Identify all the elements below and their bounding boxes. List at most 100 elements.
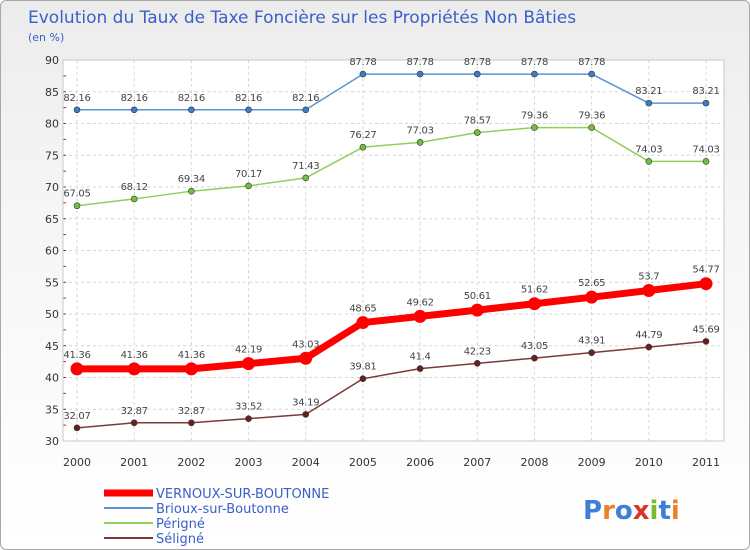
data-point	[473, 70, 481, 78]
series-vernoux-sur-boutonne: 41.36 41.36 41.36 42.19 43.03 48.65 49.62 50.61…	[63, 265, 720, 376]
y-tick-label: 40	[45, 372, 59, 385]
data-point	[473, 360, 481, 367]
data-point	[416, 365, 424, 372]
y-tick-label: 55	[45, 276, 59, 289]
data-point	[130, 195, 138, 203]
data-label: 54.77	[692, 265, 719, 276]
logo-letter: i	[671, 496, 680, 526]
x-tick-label: 2005	[349, 456, 377, 469]
series-line	[76, 126, 707, 207]
data-point	[242, 357, 256, 371]
chart-subtitle: (en %)	[28, 31, 64, 44]
data-point	[702, 99, 710, 107]
data-label: 71.43	[292, 161, 319, 172]
data-label: 42.19	[235, 345, 262, 356]
x-tick-label: 2011	[692, 456, 720, 469]
data-point	[359, 143, 367, 151]
x-tick-label: 2009	[578, 456, 606, 469]
data-point	[531, 124, 538, 131]
data-label: 68.12	[121, 182, 148, 193]
data-label: 74.03	[692, 144, 719, 155]
data-point	[70, 362, 84, 376]
x-tick-label: 2001	[120, 456, 148, 469]
data-point	[413, 309, 427, 323]
data-point	[702, 338, 710, 345]
data-label: 33.52	[235, 402, 262, 413]
y-tick-label: 35	[45, 403, 59, 416]
data-label: 70.17	[235, 169, 262, 180]
data-label: 52.65	[578, 278, 605, 289]
data-label: 87.78	[578, 57, 605, 68]
legend-label: Périgné	[156, 517, 205, 532]
data-point	[188, 106, 195, 114]
data-point	[642, 284, 656, 298]
y-tick-label: 75	[45, 149, 59, 162]
data-label: 43.03	[292, 339, 319, 350]
data-point	[588, 349, 595, 356]
data-point	[645, 343, 653, 351]
series-p-rign-: 67.05 68.12 69.34 70.17 71.43 76.27 77.03 78.57…	[63, 111, 720, 210]
data-point	[188, 187, 195, 195]
data-point	[356, 316, 370, 330]
y-tick-label: 90	[45, 54, 59, 67]
data-label: 53.7	[638, 272, 659, 283]
x-tick-label: 2004	[292, 456, 320, 469]
data-label: 41.4	[410, 352, 431, 363]
data-label: 50.61	[464, 291, 491, 302]
data-label: 87.78	[521, 57, 548, 68]
data-label: 87.78	[407, 57, 434, 68]
chart-title: Evolution du Taux de Taxe Foncière sur l…	[28, 8, 576, 28]
x-tick-label: 2006	[406, 456, 434, 469]
data-label: 45.69	[692, 324, 719, 335]
data-label: 82.16	[292, 93, 319, 104]
y-tick-label: 30	[45, 435, 59, 448]
logo-letter: P	[583, 496, 602, 526]
data-label: 34.19	[292, 397, 319, 408]
y-tick-label: 65	[45, 213, 59, 226]
legend: VERNOUX-SUR-BOUTONNEBrioux-sur-BoutonneP…	[104, 487, 329, 547]
data-point	[588, 70, 595, 78]
y-tick-label: 50	[45, 308, 59, 321]
logo-letter: t	[658, 496, 670, 526]
data-label: 51.62	[521, 285, 548, 296]
data-label: 41.36	[178, 350, 205, 361]
data-label: 43.05	[521, 341, 548, 352]
data-point	[531, 70, 538, 78]
data-label: 87.78	[349, 57, 376, 68]
y-tick-label: 85	[45, 86, 59, 99]
data-point	[416, 70, 424, 78]
data-point	[73, 106, 81, 114]
data-label: 83.21	[635, 86, 662, 97]
proxiti-logo: Proxiti	[583, 496, 680, 526]
data-point	[302, 174, 310, 182]
data-label: 83.21	[692, 86, 719, 97]
data-label: 79.36	[521, 111, 548, 122]
legend-label: Brioux-sur-Boutonne	[156, 502, 289, 517]
data-point	[702, 158, 710, 165]
x-tick-label: 2003	[235, 456, 263, 469]
data-label: 79.36	[578, 111, 605, 122]
data-label: 82.16	[121, 93, 148, 104]
y-tick-label: 80	[45, 118, 59, 131]
plot-border	[62, 59, 725, 442]
data-point	[130, 106, 138, 114]
data-point	[130, 419, 138, 427]
x-tick-label: 2007	[463, 456, 491, 469]
data-label: 67.05	[63, 189, 90, 200]
series-brioux-sur-boutonne: 82.16 82.16 82.16 82.16 82.16 87.78 87.78 87.78…	[63, 57, 720, 114]
data-point	[73, 202, 81, 210]
data-label: 32.87	[178, 406, 205, 417]
data-point	[127, 362, 141, 376]
data-label: 43.91	[578, 336, 605, 347]
data-point	[245, 182, 252, 190]
series-s-lign-: 32.07 32.87 32.87 33.52 34.19 39.81 41.4 42.23 4…	[63, 324, 720, 432]
data-label: 41.36	[63, 350, 90, 361]
data-point	[645, 158, 653, 165]
data-label: 76.27	[349, 130, 376, 141]
x-tick-label: 2002	[177, 456, 205, 469]
series-line	[73, 280, 710, 373]
data-point	[585, 290, 599, 304]
data-label: 82.16	[63, 93, 90, 104]
